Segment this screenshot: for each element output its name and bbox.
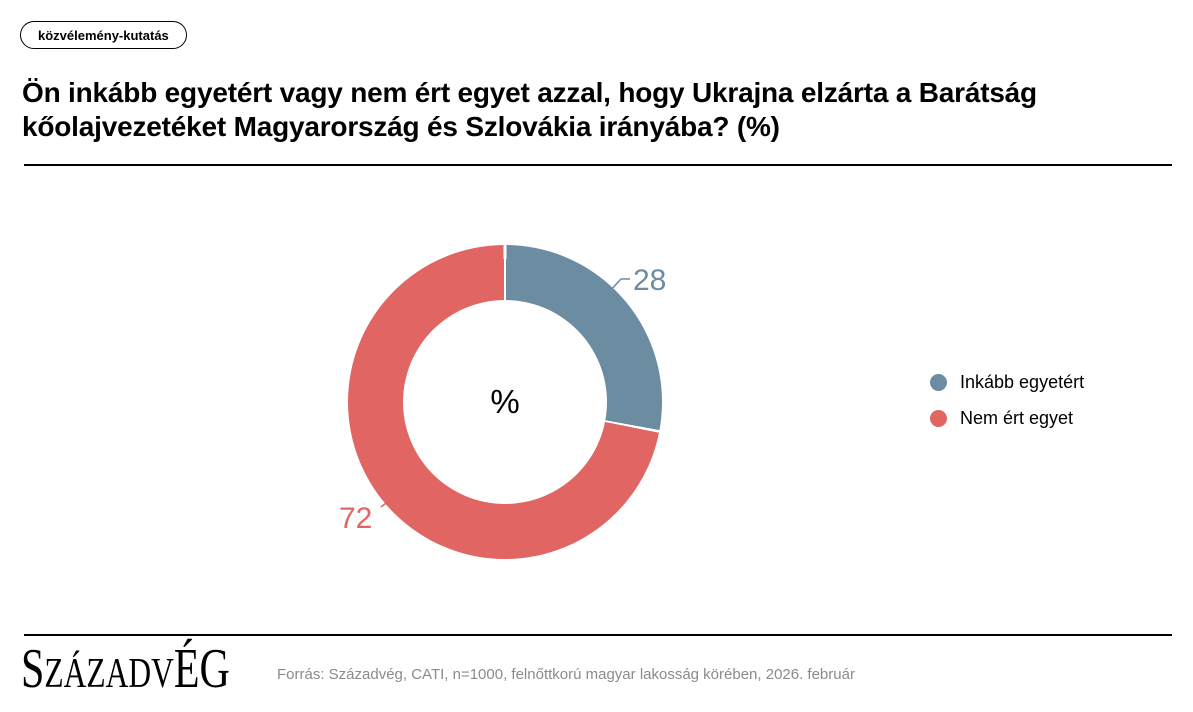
legend-item-agree[interactable]: Inkább egyetért bbox=[930, 372, 1084, 393]
logo-part-middle: ZÁZADV bbox=[44, 651, 174, 697]
bottom-divider bbox=[24, 634, 1172, 636]
logo-part-initial: S bbox=[21, 638, 45, 700]
donut-hole: % bbox=[403, 300, 607, 504]
donut-chart[interactable]: % bbox=[348, 245, 662, 559]
legend-item-disagree[interactable]: Nem ért egyet bbox=[930, 408, 1084, 429]
data-label-disagree: 72 bbox=[339, 502, 373, 535]
legend-label-agree: Inkább egyetért bbox=[960, 372, 1085, 392]
category-badge: közvélemény-kutatás bbox=[20, 21, 187, 49]
legend-dot-agree-icon bbox=[930, 374, 947, 391]
category-badge-label: közvélemény-kutatás bbox=[38, 27, 169, 43]
donut-center-label: % bbox=[490, 383, 520, 420]
szazadveg-logo: SZÁZADVÉG bbox=[21, 641, 230, 702]
page-title: Ön inkább egyetért vagy nem ért egyet az… bbox=[22, 77, 1037, 142]
logo-part-end: ÉG bbox=[173, 638, 230, 700]
legend-dot-disagree-icon bbox=[930, 410, 947, 427]
top-divider bbox=[24, 164, 1172, 166]
source-note: Forrás: Századvég, CATI, n=1000, felnőtt… bbox=[277, 666, 855, 683]
data-label-agree: 28 bbox=[633, 264, 667, 297]
legend-label-disagree: Nem ért egyet bbox=[960, 408, 1074, 428]
chart-legend: Inkább egyetért Nem ért egyet bbox=[930, 372, 1084, 444]
